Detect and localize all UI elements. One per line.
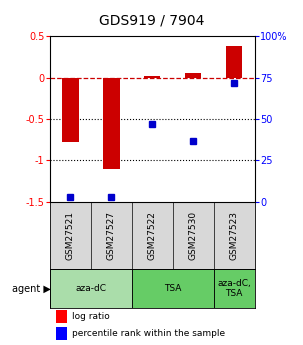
Text: aza-dC: aza-dC: [75, 284, 106, 293]
Bar: [56, 327, 67, 340]
Bar: [214, 269, 255, 308]
Text: GSM27527: GSM27527: [107, 211, 116, 260]
Bar: [226, 46, 242, 78]
Bar: [103, 78, 119, 169]
Text: GDS919 / 7904: GDS919 / 7904: [99, 14, 204, 28]
Text: GSM27521: GSM27521: [66, 211, 75, 260]
Bar: [50, 269, 132, 308]
Text: GSM27523: GSM27523: [230, 211, 238, 260]
Bar: [132, 269, 214, 308]
Text: TSA: TSA: [164, 284, 181, 293]
Bar: [144, 76, 161, 78]
Bar: [56, 310, 67, 323]
Text: log ratio: log ratio: [72, 312, 110, 321]
Text: agent ▶: agent ▶: [12, 284, 51, 294]
Text: GSM27530: GSM27530: [189, 211, 198, 260]
Bar: [185, 73, 201, 78]
Text: aza-dC,
TSA: aza-dC, TSA: [217, 279, 251, 298]
Bar: [62, 78, 79, 142]
Text: percentile rank within the sample: percentile rank within the sample: [72, 329, 226, 338]
Text: GSM27522: GSM27522: [148, 211, 157, 260]
